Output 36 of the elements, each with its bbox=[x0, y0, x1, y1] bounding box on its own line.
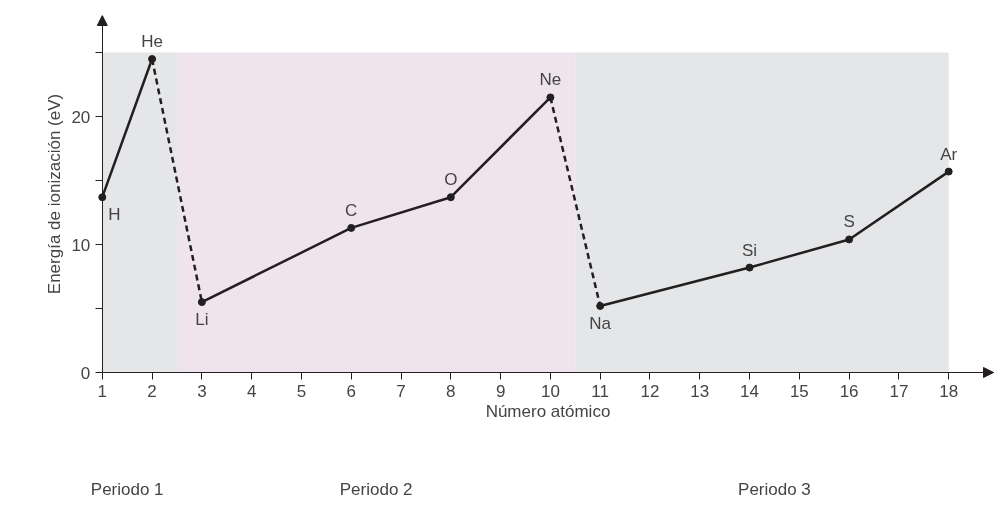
x-tick-label: 10 bbox=[540, 381, 560, 401]
annotation: He bbox=[141, 32, 163, 52]
x-tick-label: 11 bbox=[591, 381, 610, 401]
annotation: O bbox=[444, 170, 458, 190]
x-tick-label: 6 bbox=[346, 381, 356, 401]
x-tick-label: 2 bbox=[147, 381, 157, 401]
y-tick-label: 0 bbox=[80, 363, 91, 383]
x-tick-label: 17 bbox=[889, 381, 909, 401]
x-tick-label: 3 bbox=[197, 381, 207, 401]
x-tick-label: 18 bbox=[939, 381, 959, 401]
x-tick-label: 15 bbox=[789, 381, 809, 401]
annotation: C bbox=[345, 200, 358, 220]
text: Periodo 2 bbox=[339, 479, 413, 499]
text: Periodo 1 bbox=[90, 479, 164, 499]
y-axis-title: Energía de ionización (eV) bbox=[44, 93, 64, 295]
x-tick-label: 8 bbox=[446, 381, 456, 401]
annotation: Ne bbox=[539, 70, 562, 90]
x-tick-label: 12 bbox=[640, 381, 660, 401]
annotation: Si bbox=[741, 240, 758, 260]
annotation: Li bbox=[195, 310, 209, 330]
y-tick-label: 10 bbox=[71, 235, 91, 255]
x-tick-label: 5 bbox=[296, 381, 307, 401]
text: Periodo 3 bbox=[738, 479, 811, 499]
y-tick-label: 20 bbox=[71, 107, 91, 127]
annotation: Ar bbox=[940, 144, 958, 164]
annotation: Na bbox=[589, 313, 612, 333]
annotation: H bbox=[108, 205, 121, 225]
x-tick-label: 9 bbox=[495, 381, 506, 401]
x-tick-label: 14 bbox=[740, 381, 760, 401]
x-tick-label: 16 bbox=[839, 381, 859, 401]
x-tick-label: 1 bbox=[97, 381, 108, 401]
x-axis-title: Número atómico bbox=[485, 401, 611, 421]
x-tick-label: 4 bbox=[246, 381, 257, 401]
x-tick-label: 13 bbox=[690, 381, 710, 401]
annotation: S bbox=[843, 212, 855, 232]
x-tick-label: 7 bbox=[396, 381, 406, 401]
